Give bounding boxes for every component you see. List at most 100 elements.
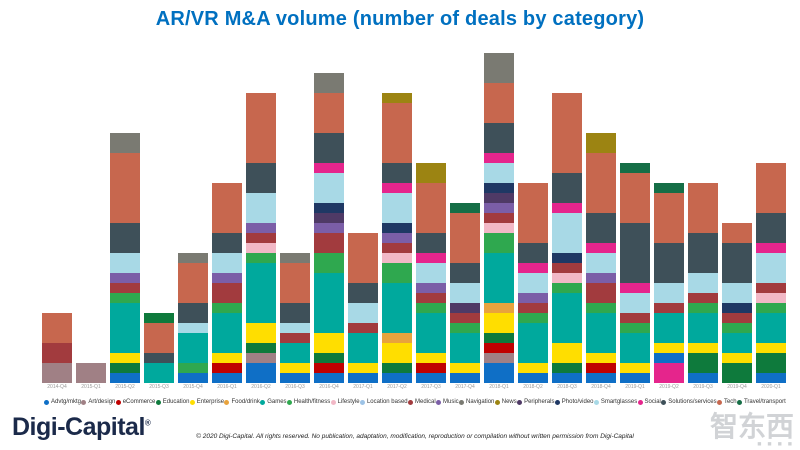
- segment-Smartglasses: [348, 303, 378, 323]
- segment-Solutions/services: [314, 133, 344, 163]
- segment-Solutions/services: [382, 163, 412, 183]
- stacked-bar-chart: 2014-Q4 2015-Q1 2015-Q2 2015-Q3 2015-Q4 2016-…: [42, 47, 786, 392]
- segment-Advtg/mktg: [178, 373, 208, 383]
- x-axis-label: 2019-Q2: [659, 384, 679, 390]
- segment-Tech: [756, 163, 786, 213]
- segment-Solutions/services: [586, 213, 616, 243]
- x-axis-label: 2017-Q3: [421, 384, 441, 390]
- segment-Social: [552, 203, 582, 213]
- bar-stack: [110, 133, 140, 383]
- segment-Games: [280, 343, 310, 363]
- x-axis-label: 2015-Q1: [81, 384, 101, 390]
- segment-Tech: [518, 183, 548, 243]
- legend-label: Enterprise: [196, 399, 225, 405]
- segment-Games: [654, 313, 684, 343]
- segment-Games: [484, 253, 514, 303]
- segment-Games: [178, 333, 208, 363]
- segment-Tech: [212, 183, 242, 233]
- legend-color-dot: [459, 399, 465, 405]
- legend-label: Education: [162, 399, 190, 405]
- segment-Tech: [552, 93, 582, 173]
- watermark-text: 智东西: [709, 411, 794, 442]
- segment-Photo/video: [552, 253, 582, 263]
- segment-Smartglasses: [518, 273, 548, 293]
- bar-stack: [552, 93, 582, 383]
- legend-color-dot: [436, 399, 442, 405]
- segment-Medical: [518, 303, 548, 313]
- segment-Music: [110, 273, 140, 283]
- x-axis-label: 2018-Q2: [523, 384, 543, 390]
- segment-Medical: [416, 293, 446, 303]
- bar-stack: [654, 183, 684, 383]
- segment-Advtg/mktg: [552, 373, 582, 383]
- segment-Music: [484, 203, 514, 213]
- bar-column-2020-Q1: 2020-Q1: [756, 163, 786, 392]
- legend-color-dot: [189, 399, 195, 405]
- bar-stack: [484, 53, 514, 383]
- segment-Social: [586, 243, 616, 253]
- segment-Medical: [110, 283, 140, 293]
- segment-Enterprise: [586, 353, 616, 363]
- legend-item-health-fitness: Health/fitness: [286, 399, 330, 405]
- segment-Medical: [382, 243, 412, 253]
- segment-Music: [586, 273, 616, 283]
- legend-item-travel-transport: Travel/transport: [736, 399, 786, 405]
- bar-column-2017-Q1: 2017-Q1: [348, 233, 378, 392]
- bar-stack: [42, 313, 72, 383]
- x-axis-label: 2016-Q1: [217, 384, 237, 390]
- segment-Enterprise: [552, 343, 582, 363]
- segment-Education: [688, 353, 718, 373]
- bar-column-2019-Q4: 2019-Q4: [722, 223, 752, 392]
- segment-Music: [314, 223, 344, 233]
- segment-Tech: [348, 233, 378, 283]
- segment-Photo/video: [722, 303, 752, 313]
- segment-Education: [314, 353, 344, 363]
- segment-Tech: [688, 183, 718, 233]
- x-axis-label: 2016-Q3: [285, 384, 305, 390]
- legend-label: Social: [644, 399, 661, 405]
- legend-color-dot: [115, 399, 121, 405]
- bar-stack: [450, 203, 480, 383]
- segment-Advtg/mktg: [484, 363, 514, 383]
- bar-column-2017-Q4: 2017-Q4: [450, 203, 480, 392]
- bar-column-2016-Q1: 2016-Q1: [212, 183, 242, 392]
- bar-stack: [586, 133, 616, 383]
- legend-item-enterprise: Enterprise: [189, 399, 225, 405]
- legend-item-solutions-services: Solutions/services: [661, 399, 717, 405]
- x-axis-label: 2019-Q1: [625, 384, 645, 390]
- segment-Solutions/services: [416, 233, 446, 253]
- segment-Health/fitness: [722, 323, 752, 333]
- segment-Games: [688, 313, 718, 343]
- bar-stack: [756, 163, 786, 383]
- segment-Photo/video: [484, 183, 514, 193]
- segment-Advtg/mktg: [246, 363, 276, 383]
- segment-Tech: [654, 193, 684, 243]
- segment-Tech: [484, 83, 514, 123]
- segment-Travel/transport: [654, 183, 684, 193]
- legend-item-education: Education: [155, 399, 190, 405]
- segment-Advtg/mktg: [280, 373, 310, 383]
- segment-Games: [416, 313, 446, 353]
- segment-Health/fitness: [518, 313, 548, 323]
- segment-Smartglasses: [212, 253, 242, 273]
- x-axis-label: 2019-Q3: [693, 384, 713, 390]
- segment-Smartglasses: [246, 193, 276, 223]
- segment-Solutions/services: [212, 233, 242, 253]
- digi-capital-logo: Digi-Capital®: [12, 413, 151, 442]
- legend-label: News: [501, 399, 517, 405]
- segment-Games: [620, 333, 650, 363]
- segment-Medical: [450, 313, 480, 323]
- bar-stack: [280, 253, 310, 383]
- segment-Education: [110, 363, 140, 373]
- segment-Health/fitness: [178, 363, 208, 373]
- legend-color-dot: [554, 399, 560, 405]
- segment-Navigation: [280, 253, 310, 263]
- bar-column-2015-Q4: 2015-Q4: [178, 253, 208, 392]
- segment-Enterprise: [484, 313, 514, 333]
- segment-Medical: [212, 283, 242, 303]
- segment-Tech: [722, 223, 752, 243]
- legend-label: Lifestyle: [337, 399, 360, 405]
- segment-Lifestyle: [382, 253, 412, 263]
- bar-column-2019-Q2: 2019-Q2: [654, 183, 684, 392]
